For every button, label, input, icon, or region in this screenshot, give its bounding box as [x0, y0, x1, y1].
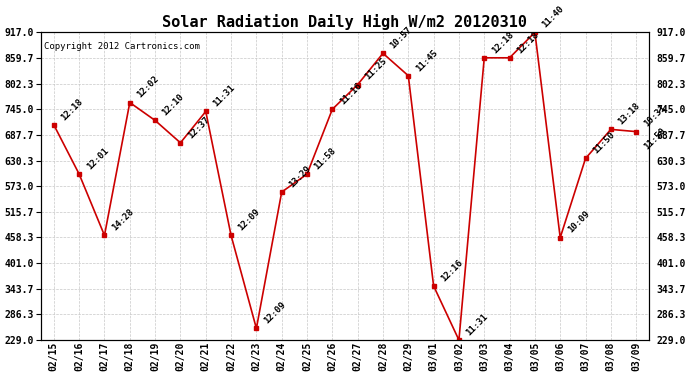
Text: 12:02: 12:02: [135, 74, 161, 100]
Text: 11:16: 11:16: [338, 81, 363, 106]
Text: 12:18: 12:18: [59, 97, 85, 122]
Text: 12:16: 12:16: [439, 258, 464, 283]
Text: 12:18: 12:18: [490, 30, 515, 55]
Text: 11:31: 11:31: [211, 83, 237, 109]
Text: 11:45: 11:45: [414, 48, 440, 73]
Text: 12:18: 12:18: [515, 30, 540, 55]
Text: 13:29: 13:29: [287, 164, 313, 189]
Title: Solar Radiation Daily High W/m2 20120310: Solar Radiation Daily High W/m2 20120310: [163, 14, 527, 30]
Text: 11:50: 11:50: [642, 126, 667, 151]
Text: 11:40: 11:40: [540, 4, 566, 30]
Text: Copyright 2012 Cartronics.com: Copyright 2012 Cartronics.com: [44, 42, 200, 51]
Text: 12:09: 12:09: [237, 207, 262, 232]
Text: 10:57: 10:57: [388, 25, 414, 51]
Text: 13:18: 13:18: [616, 101, 642, 127]
Text: 11:25: 11:25: [363, 57, 388, 82]
Text: 10:31: 10:31: [642, 104, 667, 129]
Text: 12:09: 12:09: [262, 300, 287, 326]
Text: 12:37: 12:37: [186, 115, 211, 140]
Text: 12:01: 12:01: [85, 146, 110, 171]
Text: 11:50: 11:50: [591, 130, 616, 156]
Text: 10:09: 10:09: [566, 210, 591, 235]
Text: 12:10: 12:10: [161, 92, 186, 118]
Text: 11:58: 11:58: [313, 146, 338, 171]
Text: 14:28: 14:28: [110, 207, 135, 232]
Text: 11:31: 11:31: [464, 312, 490, 337]
